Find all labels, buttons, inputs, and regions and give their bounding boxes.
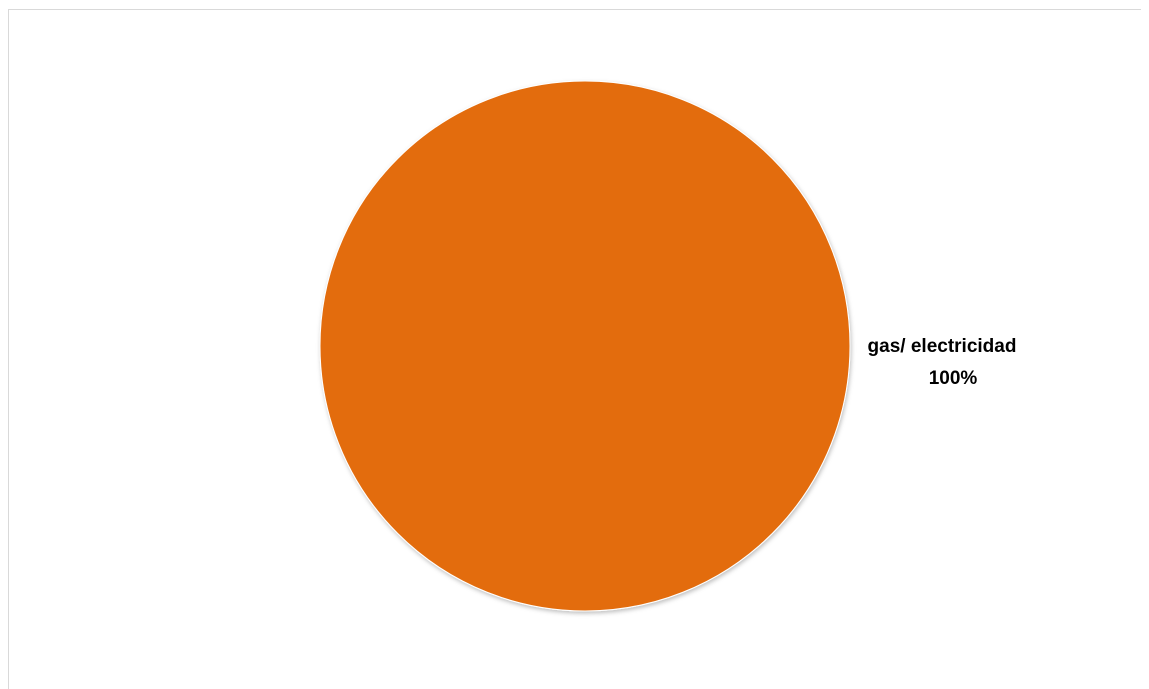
slice-label-percent: 100% bbox=[929, 368, 978, 389]
slice-label-category: gas/ electricidad bbox=[868, 336, 1017, 357]
pie-slice-0 bbox=[319, 80, 851, 612]
pie-chart: gas/ electricidad 100% bbox=[319, 80, 1017, 612]
chart-area bbox=[8, 9, 1141, 689]
pie-slices bbox=[319, 80, 851, 612]
